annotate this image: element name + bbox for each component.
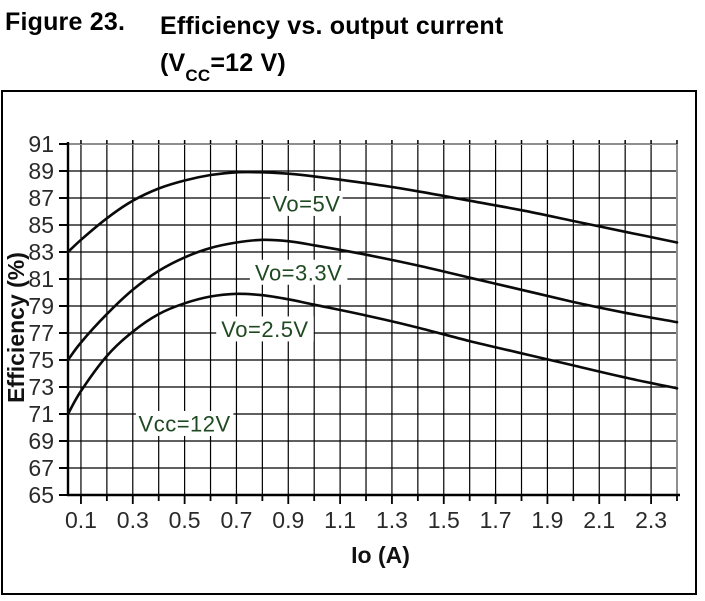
- svg-text:1.1: 1.1: [324, 507, 356, 533]
- svg-text:0.5: 0.5: [169, 507, 201, 533]
- svg-text:0.3: 0.3: [117, 507, 149, 533]
- svg-text:69: 69: [28, 428, 54, 454]
- svg-text:83: 83: [28, 239, 54, 265]
- svg-text:Io (A): Io (A): [351, 542, 410, 568]
- svg-text:0.9: 0.9: [272, 507, 304, 533]
- figure-title: Efficiency vs. output current (VCC=12 V): [160, 8, 504, 85]
- svg-text:87: 87: [28, 185, 54, 211]
- svg-text:79: 79: [28, 293, 54, 319]
- svg-text:71: 71: [28, 401, 54, 427]
- svg-text:65: 65: [28, 482, 54, 508]
- svg-text:Vo=2.5V: Vo=2.5V: [221, 317, 308, 342]
- svg-text:89: 89: [28, 158, 54, 184]
- svg-text:1.9: 1.9: [531, 507, 563, 533]
- figure-frame: [1, 90, 697, 595]
- svg-text:73: 73: [28, 374, 54, 400]
- svg-text:75: 75: [28, 347, 54, 373]
- figure-number: Figure 23.: [5, 8, 126, 36]
- svg-text:1.5: 1.5: [428, 507, 460, 533]
- svg-text:0.1: 0.1: [65, 507, 97, 533]
- figure-title-line1: Efficiency vs. output current: [160, 12, 504, 40]
- svg-text:2.3: 2.3: [635, 507, 667, 533]
- svg-text:Vo=3.3V: Vo=3.3V: [255, 260, 342, 285]
- svg-text:67: 67: [28, 455, 54, 481]
- svg-text:77: 77: [28, 320, 54, 346]
- svg-text:Vcc=12V: Vcc=12V: [139, 411, 231, 436]
- svg-text:91: 91: [28, 131, 54, 157]
- svg-text:81: 81: [28, 266, 54, 292]
- svg-text:1.3: 1.3: [376, 507, 408, 533]
- svg-text:Efficiency (%): Efficiency (%): [3, 252, 29, 403]
- vcc-subscript: CC: [185, 66, 211, 85]
- svg-text:0.7: 0.7: [220, 507, 252, 533]
- svg-text:Vo=5V: Vo=5V: [272, 191, 340, 216]
- figure-title-line2: (VCC=12 V): [160, 49, 286, 85]
- svg-text:1.7: 1.7: [480, 507, 512, 533]
- svg-text:2.1: 2.1: [583, 507, 615, 533]
- svg-text:85: 85: [28, 212, 54, 238]
